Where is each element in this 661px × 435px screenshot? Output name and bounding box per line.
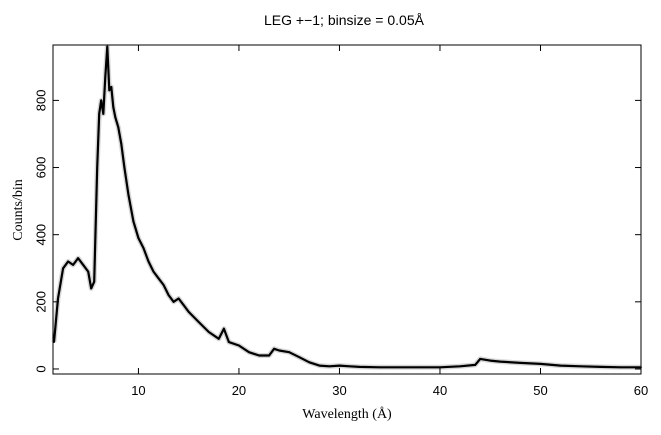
y-tick-label: 0: [34, 365, 49, 372]
data-point: [106, 45, 109, 48]
data-point: [127, 193, 130, 196]
data-point: [147, 260, 150, 263]
x-tick-label: 60: [634, 383, 648, 398]
data-point: [137, 237, 140, 239]
data-point: [318, 364, 321, 367]
data-point: [53, 341, 55, 344]
data-point: [62, 267, 64, 270]
data-point: [108, 89, 111, 92]
data-point: [489, 359, 492, 362]
data-point: [559, 364, 562, 367]
data-point: [248, 351, 250, 354]
data-point: [418, 366, 421, 369]
x-tick-label: 30: [332, 383, 346, 398]
data-point: [358, 366, 361, 368]
data-point: [579, 365, 582, 368]
data-point: [120, 143, 123, 145]
data-point: [217, 337, 220, 340]
data-point: [539, 363, 542, 365]
data-point: [100, 99, 103, 102]
data-point: [67, 260, 69, 263]
data-point: [398, 366, 401, 369]
data-point: [479, 357, 482, 360]
chart-title: LEG +−1; binsize = 0.05Å: [264, 12, 425, 28]
data-point: [268, 354, 271, 357]
data-point: [96, 166, 99, 169]
error-band-layer: [51, 44, 641, 370]
data-point: [142, 247, 145, 250]
data-point: [167, 294, 170, 297]
data-point: [378, 366, 381, 369]
data-point: [258, 354, 260, 357]
x-tick-label: 10: [131, 383, 145, 398]
data-point: [117, 126, 120, 129]
y-tick-label: 800: [34, 90, 49, 112]
y-tick-label: 600: [34, 157, 49, 179]
data-point: [222, 327, 225, 330]
data-point: [288, 351, 291, 354]
data-point: [157, 277, 160, 280]
data-point: [348, 365, 351, 368]
plot-frame: [52, 44, 642, 375]
data-point: [77, 257, 80, 260]
series-layer: [52, 45, 642, 369]
data-point: [238, 344, 240, 347]
data-point: [227, 341, 230, 344]
data-point: [474, 364, 477, 366]
data-point: [197, 321, 200, 323]
data-point: [102, 112, 105, 115]
data-point: [182, 304, 185, 307]
x-axis-ticks: 10 20 30 40 50 60: [131, 45, 648, 398]
data-point: [132, 220, 135, 223]
data-point: [57, 297, 59, 300]
data-point: [98, 112, 101, 115]
y-tick-label: 400: [34, 224, 49, 246]
data-point: [499, 360, 502, 363]
y-tick-label: 200: [34, 291, 49, 313]
data-point: [187, 310, 190, 313]
y-axis-label: Counts/bin: [11, 179, 26, 240]
data-point: [328, 365, 331, 368]
spectrum-line: [52, 45, 641, 369]
data-point: [207, 331, 210, 333]
x-tick-label: 50: [533, 383, 547, 398]
data-point: [152, 270, 155, 273]
data-point: [599, 366, 602, 368]
data-point: [90, 287, 93, 290]
x-tick-label: 40: [433, 383, 447, 398]
data-point: [619, 366, 622, 369]
data-point: [114, 116, 117, 119]
data-point: [82, 263, 85, 266]
data-point: [72, 263, 75, 266]
data-point: [459, 365, 461, 368]
error-band: [51, 44, 641, 370]
x-axis-label: Wavelength (Å): [302, 406, 392, 422]
data-point: [278, 349, 281, 352]
data-point: [338, 364, 341, 367]
data-point: [177, 297, 180, 300]
data-point: [519, 362, 522, 364]
data-point: [110, 86, 113, 88]
data-point: [87, 270, 90, 273]
data-point: [123, 166, 126, 169]
data-point: [308, 361, 311, 364]
data-point: [273, 347, 276, 350]
data-point: [298, 356, 301, 359]
x-tick-label: 20: [232, 383, 246, 398]
data-point: [112, 106, 115, 109]
data-point: [93, 280, 96, 283]
data-point: [104, 75, 107, 78]
data-point: [172, 300, 175, 303]
y-axis-ticks: 0 200 400 600 800: [34, 90, 641, 373]
data-point: [439, 366, 441, 369]
data-point: [162, 284, 165, 286]
